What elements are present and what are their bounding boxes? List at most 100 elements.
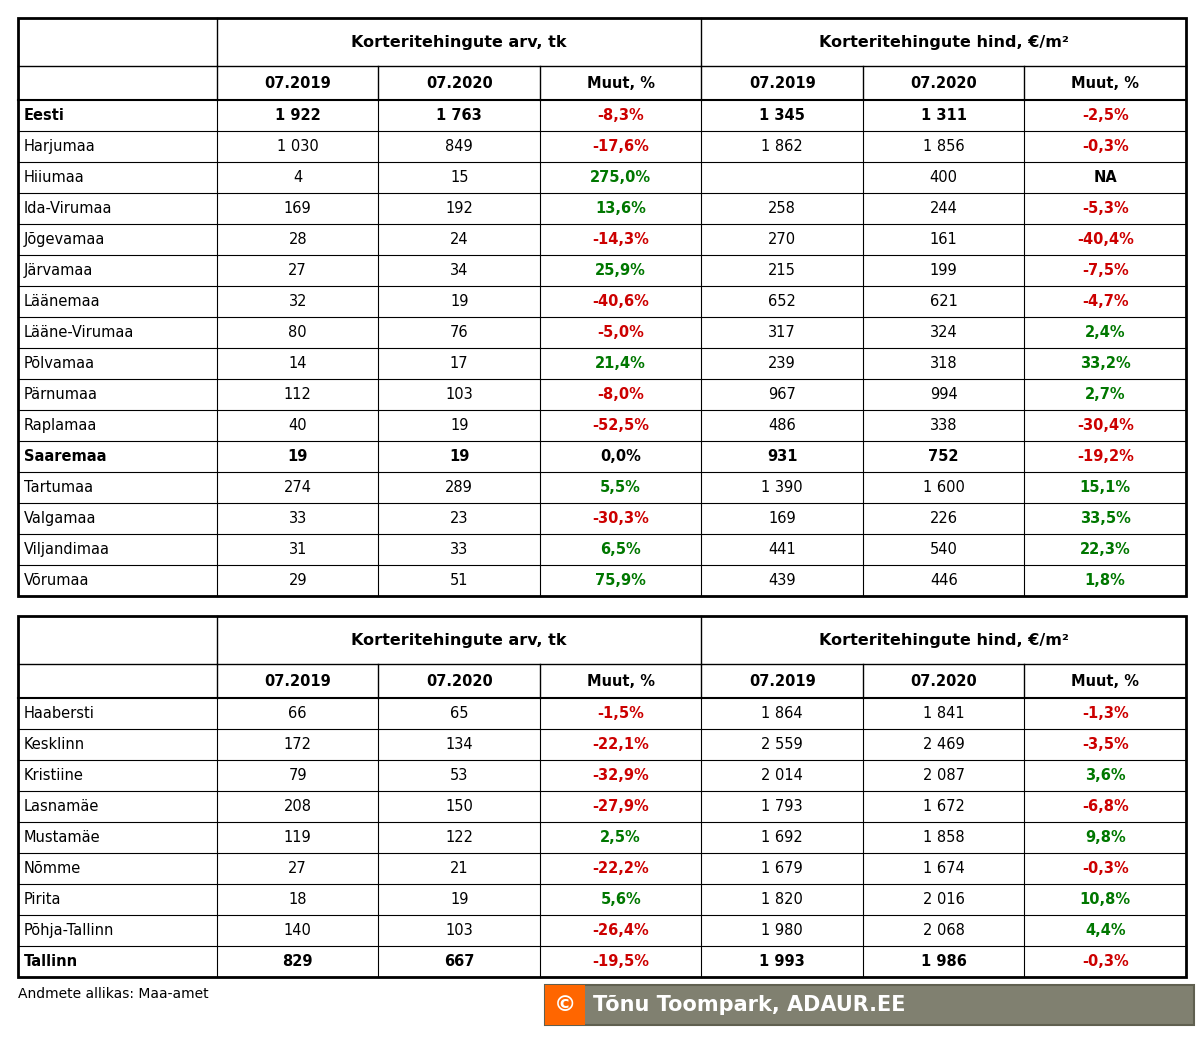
Text: -0,3%: -0,3% [1082,139,1128,154]
Text: Mustamäe: Mustamäe [24,830,101,845]
Text: 24: 24 [450,232,468,247]
Text: -26,4%: -26,4% [592,923,649,938]
Text: 27: 27 [288,263,307,279]
Text: Saaremaa: Saaremaa [24,449,106,464]
Text: -22,1%: -22,1% [592,737,649,752]
Text: Kesklinn: Kesklinn [24,737,85,752]
Text: Tõnu Toompark, ADAUR.EE: Tõnu Toompark, ADAUR.EE [594,995,905,1015]
Text: 79: 79 [289,768,307,783]
Text: -0,3%: -0,3% [1082,861,1128,876]
Text: -32,9%: -32,9% [592,768,649,783]
Text: -52,5%: -52,5% [592,418,649,433]
Text: 2 014: 2 014 [761,768,803,783]
Text: 244: 244 [929,202,957,216]
Text: 1 692: 1 692 [761,830,803,845]
Text: 829: 829 [283,954,313,968]
Text: 1 390: 1 390 [761,480,803,495]
Text: 441: 441 [768,542,796,557]
Text: 446: 446 [929,573,957,588]
Text: -22,2%: -22,2% [592,861,649,876]
Text: 540: 540 [929,542,957,557]
Text: Haabersti: Haabersti [24,706,95,721]
Text: Pärnumaa: Pärnumaa [24,387,98,402]
Text: 1 820: 1 820 [761,891,803,907]
Text: Korteritehingute hind, €/m²: Korteritehingute hind, €/m² [819,35,1069,50]
Text: 66: 66 [289,706,307,721]
Text: -0,3%: -0,3% [1082,954,1128,968]
Text: 994: 994 [929,387,957,402]
Text: 103: 103 [445,387,473,402]
Text: 33: 33 [289,511,307,526]
Text: 324: 324 [929,325,957,340]
Text: 28: 28 [289,232,307,247]
Text: 10,8%: 10,8% [1080,891,1131,907]
Text: Viljandimaa: Viljandimaa [24,542,110,557]
Text: 208: 208 [284,799,312,814]
Text: 0,0%: 0,0% [601,449,642,464]
Text: 9,8%: 9,8% [1085,830,1126,845]
Text: 15,1%: 15,1% [1080,480,1131,495]
Text: 239: 239 [768,356,796,371]
Text: 1,8%: 1,8% [1085,573,1126,588]
Text: Korteritehingute arv, tk: Korteritehingute arv, tk [352,35,567,50]
Text: 258: 258 [768,202,796,216]
Text: 275,0%: 275,0% [590,170,651,185]
Text: 931: 931 [767,449,797,464]
Text: 172: 172 [284,737,312,752]
Text: 53: 53 [450,768,468,783]
Text: 1 986: 1 986 [921,954,967,968]
Text: 14: 14 [289,356,307,371]
Text: 1 993: 1 993 [760,954,805,968]
Text: 752: 752 [928,449,960,464]
Text: Hiiumaa: Hiiumaa [24,170,84,185]
Text: Tartumaa: Tartumaa [24,480,93,495]
Text: 19: 19 [450,418,468,433]
Text: -3,5%: -3,5% [1082,737,1128,752]
Text: -5,3%: -5,3% [1082,202,1128,216]
Text: 21: 21 [450,861,468,876]
Text: Muut, %: Muut, % [586,76,655,91]
Text: 1 793: 1 793 [761,799,803,814]
Text: 967: 967 [768,387,796,402]
Text: 1 600: 1 600 [922,480,964,495]
Text: Lääne-Virumaa: Lääne-Virumaa [24,325,135,340]
Text: -8,0%: -8,0% [597,387,644,402]
Text: 140: 140 [284,923,312,938]
Text: 112: 112 [284,387,312,402]
Text: 65: 65 [450,706,468,721]
Text: 119: 119 [284,830,312,845]
Text: 15: 15 [450,170,468,185]
Text: 1 922: 1 922 [275,108,320,123]
Text: -4,7%: -4,7% [1082,294,1128,309]
Text: 1 674: 1 674 [922,861,964,876]
Text: Nõmme: Nõmme [24,861,81,876]
Text: 17: 17 [450,356,468,371]
Text: -5,0%: -5,0% [597,325,644,340]
Text: 2 016: 2 016 [922,891,964,907]
Text: 439: 439 [768,573,796,588]
Text: -1,3%: -1,3% [1082,706,1128,721]
Bar [18,616,1186,977]
Text: 07.2019: 07.2019 [265,673,331,689]
Text: 199: 199 [929,263,957,279]
Bar [545,985,585,1025]
Text: 1 841: 1 841 [923,706,964,721]
Text: -14,3%: -14,3% [592,232,649,247]
Text: 07.2020: 07.2020 [910,673,978,689]
Text: 652: 652 [768,294,796,309]
Text: 1 672: 1 672 [922,799,964,814]
Text: 134: 134 [445,737,473,752]
Text: Järvamaa: Järvamaa [24,263,94,279]
Text: Põlvamaa: Põlvamaa [24,356,95,371]
Text: 1 345: 1 345 [760,108,805,123]
Text: 2,7%: 2,7% [1085,387,1126,402]
Text: 29: 29 [289,573,307,588]
Text: Jõgevamaa: Jõgevamaa [24,232,106,247]
Text: Korteritehingute arv, tk: Korteritehingute arv, tk [352,633,567,648]
Text: Kristiine: Kristiine [24,768,84,783]
Text: 486: 486 [768,418,796,433]
Text: 2,5%: 2,5% [601,830,641,845]
Text: -1,5%: -1,5% [597,706,644,721]
Text: 5,6%: 5,6% [601,891,641,907]
Text: 274: 274 [284,480,312,495]
